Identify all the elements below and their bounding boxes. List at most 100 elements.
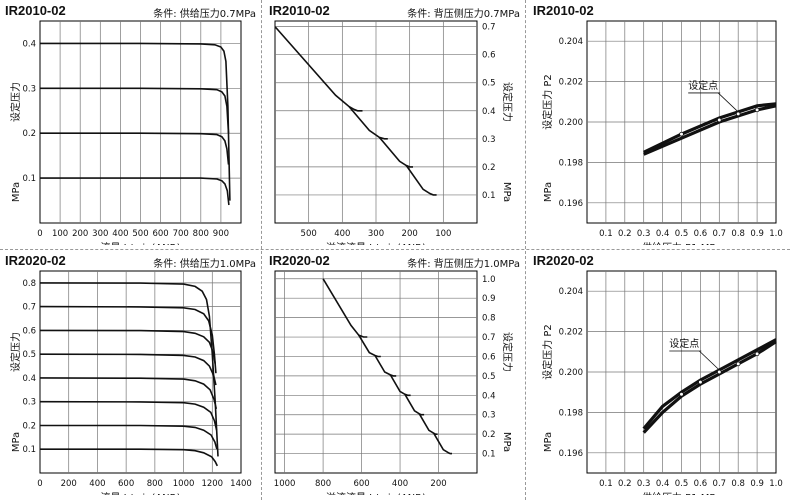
x-tick-label: 0.6 xyxy=(694,479,708,489)
chart-svg: 0.196 0.198 0.200 0.202 0.204 0.1 0.2 0.3 0.4 0.5… xyxy=(541,270,783,495)
y-axis-label-text: 设定压力 P2 xyxy=(541,74,554,130)
x-tick-label: 500 xyxy=(301,229,317,239)
set-point-marker xyxy=(717,117,722,123)
x-tick-label: 800 xyxy=(315,479,331,489)
y-tick-label: 0.6 xyxy=(22,326,36,336)
y-tick-label: 0.198 xyxy=(559,158,583,168)
x-tick-label: 0.3 xyxy=(637,479,651,489)
separator-vertical-2 xyxy=(525,0,526,500)
x-tick-label: 1.0 xyxy=(769,229,783,239)
y-tick-label: 0.8 xyxy=(482,314,496,324)
y-axis-label-text: 设定压力 P2 xyxy=(541,324,554,380)
chart-svg: 0.1 0.2 0.3 0.4 0.5 0.6 0.7 0.8 0 200 400 600 800 100… xyxy=(9,270,252,495)
y-tick-label: 0.4 xyxy=(22,374,36,384)
annotation-label: 设定点 xyxy=(669,337,699,350)
y-axis-unit-text: MPa xyxy=(543,432,554,452)
chart-panel-ir2020-relief: IR2020-02 条件: 背压侧压力1.0MPa 0.1 0.2 0.3 0.4 0.… xyxy=(267,253,522,498)
y-tick-label: 0.1 xyxy=(482,450,496,460)
x-tick-label: 600 xyxy=(152,229,168,239)
y-tick-label: 0.204 xyxy=(559,287,583,297)
y-tick-label: 0.3 xyxy=(482,411,496,421)
y-tick-label: 0.200 xyxy=(559,118,583,128)
y-axis-unit-text: MPa xyxy=(501,182,512,202)
x-tick-label: 0.8 xyxy=(731,479,745,489)
x-tick-label: 0.8 xyxy=(731,229,745,239)
y-axis-label-text: 设定压力 xyxy=(9,332,22,372)
y-tick-label: 0.7 xyxy=(482,23,496,33)
x-tick-label: 0.5 xyxy=(675,479,689,489)
y-axis-label-text: 设定压力 xyxy=(501,332,514,372)
x-axis-label: 流量 L/min(ANR) xyxy=(100,491,180,495)
set-point-marker xyxy=(754,351,760,357)
set-point-marker xyxy=(679,391,684,397)
x-tick-label: 300 xyxy=(368,229,384,239)
y-axis-unit-text: MPa xyxy=(11,432,22,452)
x-axis-label: 溢流流量 L/min(ANR) xyxy=(326,241,426,245)
y-axis-label: 设定压力 P2 MPa xyxy=(541,324,554,452)
set-point-marker xyxy=(754,107,760,113)
condition-text: 条件: 背压侧压力0.7MPa xyxy=(407,9,520,20)
series-line-upper xyxy=(642,338,777,430)
plot-area xyxy=(39,270,242,474)
series-line-0.4 xyxy=(274,26,363,112)
series-line-0.5 xyxy=(374,355,397,377)
model-title: IR2010-02 xyxy=(5,3,66,18)
annotation-leader xyxy=(699,350,720,371)
series-line-0.4 xyxy=(40,42,231,201)
chart-panel-ir2020-flow: IR2020-02 条件: 供给压力1.0MPa 0.1 0.2 0.3 0.4 0.5… xyxy=(3,253,258,498)
separator-horizontal xyxy=(0,249,790,250)
x-tick-label: 800 xyxy=(193,229,209,239)
x-tick-label: 0.7 xyxy=(713,229,727,239)
chart-svg: 0.196 0.198 0.200 0.202 0.204 0.1 0.2 0.3 0.4 0.5… xyxy=(541,20,783,245)
x-tick-label: 400 xyxy=(392,479,408,489)
y-tick-label: 0.9 xyxy=(482,294,496,304)
chart-svg: 0.1 0.2 0.3 0.4 0.5 0.6 0.7 0.8 0.9 1.0 1000 800 600… xyxy=(274,270,514,495)
x-tick-label: 300 xyxy=(92,229,108,239)
y-tick-label: 0.2 xyxy=(22,129,36,139)
x-axis-label: 供给压力 P1 MPa xyxy=(642,241,721,245)
chart-panel-ir2020-pressure: IR2020-02 0.196 0.198 0.200 0.202 0.204 0.1 0.… xyxy=(531,253,786,498)
x-tick-label: 0 xyxy=(37,229,42,239)
series-line-0.3 xyxy=(348,106,388,140)
y-tick-label: 0.3 xyxy=(22,84,36,94)
x-tick-label: 400 xyxy=(112,229,128,239)
set-point-marker xyxy=(717,369,722,375)
series-line-0.2 xyxy=(378,136,413,168)
x-tick-label: 1.0 xyxy=(769,479,783,489)
y-axis-label: 设定压力 MPa xyxy=(501,332,514,452)
x-axis-label: 供给压力 P1 MPa xyxy=(642,491,721,495)
y-tick-label: 0.202 xyxy=(559,78,583,88)
y-tick-label: 0.2 xyxy=(22,421,36,431)
x-tick-label: 600 xyxy=(118,479,134,489)
series-line-0.3 xyxy=(40,87,230,134)
series-line-0.3 xyxy=(39,400,218,431)
y-tick-label: 0.4 xyxy=(482,391,496,401)
x-axis-label: 溢流流量 L/min(ANR) xyxy=(326,491,426,495)
x-tick-label: 700 xyxy=(173,229,189,239)
x-tick-label: 0.9 xyxy=(750,479,764,489)
x-tick-label: 0.7 xyxy=(713,479,727,489)
set-point-marker xyxy=(735,111,741,117)
annotation-label: 设定点 xyxy=(688,79,718,92)
series-line-0.4 xyxy=(389,374,411,397)
y-axis-unit-text: MPa xyxy=(11,182,22,202)
y-axis-label-text: 设定压力 xyxy=(501,82,514,122)
x-tick-label: 400 xyxy=(334,229,350,239)
x-tick-label: 0 xyxy=(37,479,42,489)
y-tick-label: 0.3 xyxy=(22,398,36,408)
x-tick-label: 800 xyxy=(147,479,163,489)
y-tick-label: 0.196 xyxy=(559,199,583,209)
x-tick-label: 0.2 xyxy=(618,229,632,239)
y-tick-label: 0.204 xyxy=(559,37,583,47)
series-line-0.7 xyxy=(39,305,217,374)
series-line-0.2 xyxy=(40,424,218,450)
series-line-0.1 xyxy=(433,432,452,455)
y-tick-label: 0.6 xyxy=(482,51,496,61)
y-tick-label: 1.0 xyxy=(482,275,496,285)
chart-panel-ir2010-pressure: IR2010-02 0.196 0.198 0.200 0.202 0.204 0.1 0.… xyxy=(531,3,786,248)
x-tick-label: 1000 xyxy=(173,479,195,489)
series-line-lower xyxy=(642,340,777,434)
y-axis-label: 设定压力 P2 MPa xyxy=(541,74,554,202)
x-tick-label: 200 xyxy=(402,229,418,239)
x-tick-label: 900 xyxy=(213,229,229,239)
